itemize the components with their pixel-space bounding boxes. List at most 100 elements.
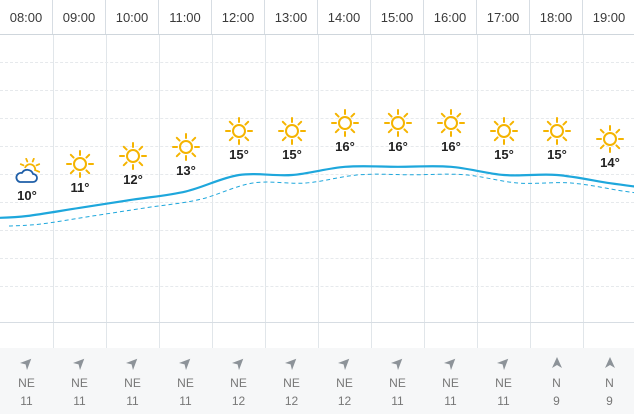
grid-line [0, 258, 634, 259]
wind-speed: 11 [179, 394, 192, 408]
column-divider [106, 35, 107, 414]
wind-cell: NE 11 [371, 356, 424, 408]
hour-label: 14:00 [318, 0, 371, 34]
wind-arrow-icon [337, 358, 349, 370]
wind-cell: NE 11 [0, 356, 53, 408]
temperature-label: 15° [494, 147, 514, 162]
wind-speed: 12 [337, 394, 352, 408]
wind-arrow-icon [551, 357, 562, 368]
column-divider [477, 35, 478, 414]
sun-icon [172, 133, 200, 162]
wind-arrow-icon [19, 358, 31, 370]
wind-speed: 12 [284, 394, 299, 408]
temperature-label: 14° [600, 155, 620, 171]
wind-speed: 12 [231, 394, 246, 408]
hour-label: 08:00 [0, 0, 53, 34]
wind-arrow-icon [125, 358, 137, 370]
column-divider [53, 35, 54, 414]
wind-arrow-icon [284, 358, 296, 370]
temperature-label: 15° [547, 147, 567, 162]
sun-icon [437, 108, 465, 137]
grid-line [0, 230, 634, 231]
temperature-label: 11° [70, 179, 90, 195]
grid-line [0, 286, 634, 287]
wind-arrow-icon [72, 358, 84, 370]
wind-direction: NE [71, 376, 88, 390]
sun-icon [596, 125, 624, 154]
wind-direction: NE [495, 376, 512, 390]
wind-arrow-icon [443, 358, 455, 370]
hour-label: 11:00 [159, 0, 212, 34]
column-divider [318, 35, 319, 414]
wind-cell: NE 11 [477, 356, 530, 408]
temperature-line [0, 165, 634, 219]
sun-icon [490, 117, 518, 145]
column-divider [424, 35, 425, 414]
wind-speed: 11 [73, 394, 86, 408]
sun-icon [384, 108, 412, 137]
hour-label: 12:00 [212, 0, 265, 34]
hour-label: 16:00 [424, 0, 477, 34]
hour-label: 15:00 [371, 0, 424, 34]
wind-direction: NE [18, 376, 35, 390]
wind-cell: NE 11 [159, 356, 212, 408]
grid-line [0, 62, 634, 63]
column-divider [265, 35, 266, 414]
column-divider [371, 35, 372, 414]
temperature-label: 10° [17, 188, 37, 203]
grid-line [0, 202, 634, 203]
temperature-label: 16° [388, 138, 408, 154]
header-divider [0, 34, 634, 35]
wind-speed: 11 [20, 394, 33, 408]
temperature-label: 16° [335, 138, 355, 154]
temperature-label: 13° [176, 163, 196, 179]
wind-direction: NE [283, 376, 300, 390]
wind-cell: NE 12 [212, 356, 265, 408]
column-divider [583, 35, 584, 414]
wind-arrow-icon [390, 358, 402, 370]
wind-cell: NE 11 [424, 356, 477, 408]
wind-direction: N [552, 376, 561, 390]
hour-label: 17:00 [477, 0, 530, 34]
wind-speed: 9 [606, 394, 613, 408]
wind-row-background [0, 348, 634, 414]
column-divider [212, 35, 213, 414]
wind-cell: NE 12 [265, 356, 318, 408]
wind-direction: NE [389, 376, 406, 390]
wind-arrow-icon [231, 358, 243, 370]
sun-icon [225, 117, 253, 145]
grid-line [0, 118, 634, 119]
wind-direction: NE [336, 376, 353, 390]
hour-label: 13:00 [265, 0, 318, 34]
column-divider [159, 35, 160, 414]
wind-speed: 11 [497, 394, 510, 408]
wind-cell: NE 12 [318, 356, 371, 408]
wind-direction: N [605, 376, 614, 390]
temperature-label: 12° [123, 171, 143, 187]
wind-cell: NE 11 [53, 356, 106, 408]
wind-direction: NE [442, 376, 459, 390]
temperature-label: 15° [229, 147, 249, 162]
wind-direction: NE [177, 376, 194, 390]
sun-icon [331, 108, 359, 137]
wind-arrow-icon [496, 358, 508, 370]
wind-speed: 11 [126, 394, 139, 408]
sun-icon [543, 117, 571, 145]
grid-line [0, 146, 634, 147]
grid-line [0, 90, 634, 91]
feels-like-line [8, 173, 634, 227]
wind-direction: NE [230, 376, 247, 390]
wind-cell: NE 11 [106, 356, 159, 408]
hour-label: 18:00 [530, 0, 583, 34]
hour-label: 09:00 [53, 0, 106, 34]
sun-icon [119, 141, 147, 170]
hour-label: 10:00 [106, 0, 159, 34]
column-divider [530, 35, 531, 414]
wind-arrow-icon [178, 358, 190, 370]
temperature-label: 16° [441, 138, 461, 154]
sun-icon [278, 117, 306, 145]
